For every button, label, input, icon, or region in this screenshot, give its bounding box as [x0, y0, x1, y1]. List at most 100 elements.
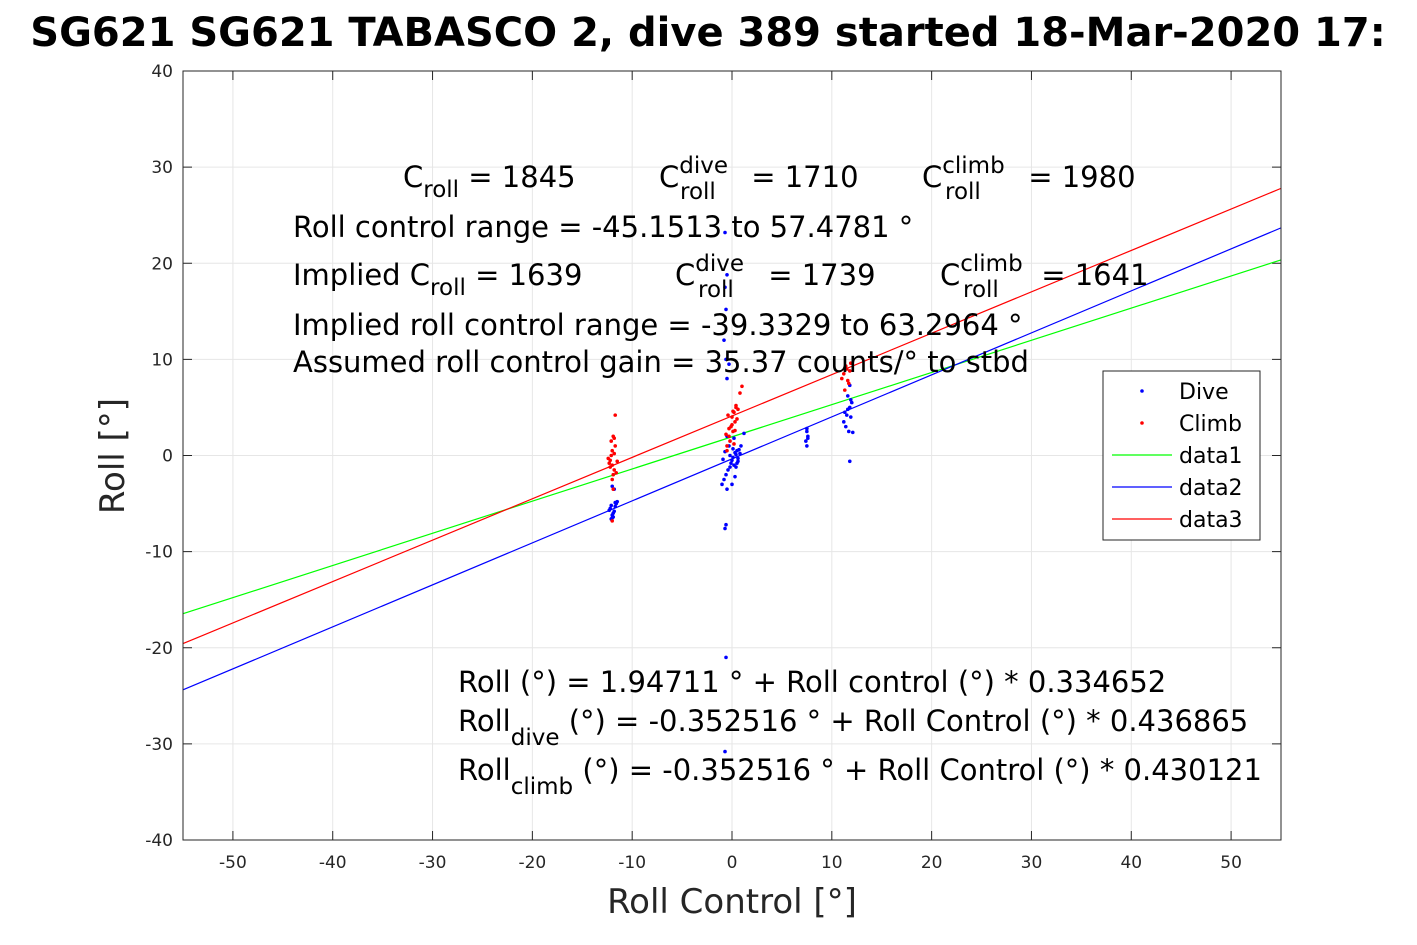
dive-point: [723, 526, 727, 531]
dive-point: [847, 459, 852, 464]
dive-point: [844, 413, 849, 417]
y-tick-label: 30: [151, 158, 173, 178]
climb-point: [610, 477, 615, 482]
y-tick-label: 20: [151, 254, 173, 274]
legend-entry-data3: data3: [1112, 508, 1243, 533]
dive-point: [737, 447, 741, 452]
c-climb-annotation: Cclimb roll = 1980: [922, 153, 1136, 205]
climb-point: [610, 448, 615, 453]
climb-point: [613, 413, 618, 417]
climb-point: [610, 519, 615, 523]
implied-c-climb: Cclimb roll = 1641: [940, 251, 1149, 303]
climb-point: [725, 444, 729, 448]
climb-point: [733, 420, 737, 424]
data-points: [606, 230, 855, 754]
dive-point: [850, 430, 855, 435]
legend-entry-data2: data2: [1112, 476, 1243, 501]
legend-label: Dive: [1179, 380, 1229, 405]
x-tick-label: -10: [618, 853, 646, 873]
climb-point: [727, 434, 731, 439]
dive-point: [723, 285, 727, 290]
legend-label: data1: [1179, 444, 1243, 469]
x-tick-label: 10: [821, 853, 843, 873]
x-tick-label: -50: [219, 853, 247, 873]
climb-point: [611, 487, 616, 491]
legend-entry-climb: Climb: [1140, 412, 1242, 437]
legend-label: Climb: [1179, 412, 1242, 437]
climb-point: [612, 436, 617, 440]
roll-fit-equation: Roll (°) = 1.94711 ° + Roll control (°) …: [458, 665, 1166, 699]
climb-point: [848, 361, 853, 366]
axis-ticks: -50 -40 -30 -20 -10 0 10 20 30 40 50 -40 -30 -20 -10 0 1…: [145, 62, 1281, 873]
climb-point: [732, 442, 736, 446]
dive-point: [730, 458, 734, 463]
legend-label: data2: [1179, 476, 1243, 501]
c-roll-annotation: Croll = 1845: [403, 160, 576, 203]
dive-point: [843, 424, 848, 429]
x-tick-label: 0: [727, 853, 738, 873]
dive-point: [739, 444, 743, 448]
climb-point: [740, 384, 744, 389]
dive-point: [609, 503, 614, 508]
y-tick-label: 10: [151, 350, 173, 370]
implied-c-roll: Implied Croll = 1639: [293, 258, 582, 301]
dive-point: [725, 376, 729, 381]
climb-point: [728, 439, 732, 443]
climb-point: [846, 381, 851, 386]
legend-marker: [1140, 421, 1144, 425]
dive-point: [845, 394, 850, 398]
climb-point: [845, 378, 850, 383]
data1-line: [182, 259, 1282, 615]
climb-point: [612, 451, 617, 456]
plot-frame: [182, 70, 1282, 841]
legend-marker: [1140, 389, 1144, 393]
dive-point: [725, 487, 729, 491]
dive-point: [805, 429, 809, 434]
y-tick-label: -40: [145, 831, 173, 851]
dive-point: [731, 446, 735, 451]
dive-point: [736, 459, 740, 464]
y-tick-label: -30: [145, 735, 173, 755]
climb-point: [613, 444, 618, 448]
dive-point: [733, 474, 737, 479]
x-tick-label: 50: [1220, 853, 1242, 873]
climb-point: [736, 407, 740, 412]
dive-point: [728, 453, 732, 458]
climb-point: [843, 364, 848, 368]
implied-roll-control-range: Implied roll control range = -39.3329 to…: [293, 308, 1023, 342]
climb-point: [733, 428, 737, 433]
climb-point: [609, 439, 614, 443]
climb-point: [731, 409, 735, 414]
dive-point: [729, 461, 733, 465]
dive-point: [724, 357, 728, 362]
dive-point: [722, 477, 726, 482]
dive-point: [845, 407, 850, 412]
roll-control-range: Roll control range = -45.1513 to 57.4781…: [293, 210, 913, 244]
dive-point: [734, 452, 738, 457]
dive-point: [848, 397, 853, 402]
dive-point: [610, 484, 615, 489]
dive-point: [722, 338, 726, 342]
roll-climb-fit-equation: Rollclimb (°) = -0.352516 ° + Roll Contr…: [458, 753, 1262, 800]
climb-point: [614, 471, 619, 475]
climb-point: [615, 459, 620, 464]
x-tick-label: 20: [921, 853, 943, 873]
dive-point: [804, 439, 808, 443]
dive-point: [849, 400, 854, 405]
dive-point: [805, 444, 809, 448]
dive-point: [730, 482, 734, 487]
climb-point: [844, 367, 849, 371]
x-tick-label: 40: [1120, 853, 1142, 873]
dive-point: [805, 426, 809, 431]
dive-point: [846, 429, 851, 434]
climb-point: [841, 371, 846, 376]
x-tick-label: -20: [518, 853, 546, 873]
x-tick-label: -30: [419, 853, 447, 873]
dive-point: [723, 749, 727, 754]
climb-point: [611, 472, 616, 477]
c-dive-annotation: Cdive roll = 1710: [659, 153, 859, 205]
dive-point: [848, 415, 853, 419]
dive-point: [724, 655, 728, 660]
y-tick-label: -20: [145, 639, 173, 659]
